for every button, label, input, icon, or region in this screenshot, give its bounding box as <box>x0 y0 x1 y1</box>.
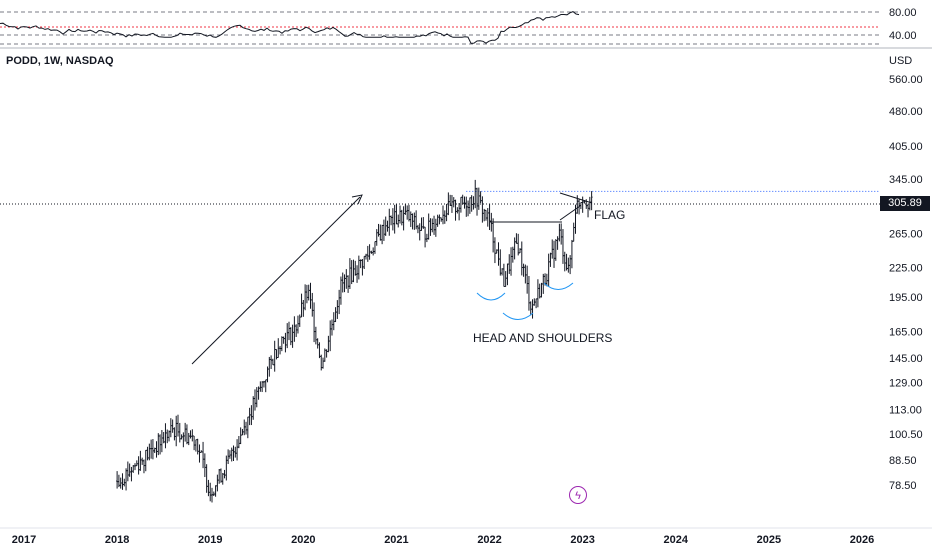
flag-upper-line[interactable] <box>559 192 593 204</box>
price-tick-label: 100.50 <box>889 429 923 441</box>
year-tick-label: 2024 <box>664 534 689 546</box>
year-tick-label: 2020 <box>291 534 315 546</box>
year-tick-label: 2026 <box>850 534 874 546</box>
trend-arrow-line[interactable] <box>191 196 361 365</box>
price-tick-label: 165.00 <box>889 327 923 339</box>
trend-arrow-head <box>351 194 363 205</box>
drawings[interactable] <box>191 192 593 365</box>
right-shoulder-arc[interactable] <box>543 282 574 290</box>
price-tick-label: 145.00 <box>889 353 923 365</box>
price-tick-label: 113.00 <box>889 405 922 417</box>
rsi-tick-label: 80.00 <box>889 7 917 19</box>
candles <box>116 179 593 503</box>
left-shoulder-arc[interactable] <box>476 292 506 301</box>
year-tick-label: 2025 <box>757 534 781 546</box>
year-tick-label: 2021 <box>384 534 408 546</box>
price-tick-label: 405.00 <box>889 141 923 153</box>
price-tick-label: 480.00 <box>889 106 923 118</box>
head-arc[interactable] <box>502 312 534 320</box>
price-tick-label: 78.50 <box>889 480 917 492</box>
price-tick-label: 195.00 <box>889 292 923 304</box>
flag-annotation[interactable]: FLAG <box>594 208 626 222</box>
currency-label: USD <box>889 55 913 67</box>
year-tick-label: 2017 <box>12 534 36 546</box>
price-tick-label: 129.00 <box>889 377 923 389</box>
last-price-tag: 305.89 <box>880 196 930 211</box>
year-tick-label: 2019 <box>198 534 222 546</box>
lightning-bolt-icon[interactable]: ϟ <box>569 486 587 504</box>
price-tick-label: 265.00 <box>889 229 923 241</box>
price-tick-label: 560.00 <box>889 74 923 86</box>
year-tick-label: 2022 <box>477 534 501 546</box>
head-and-shoulders-annotation[interactable]: HEAD AND SHOULDERS <box>473 331 613 345</box>
rsi-tick-label: 40.00 <box>889 30 917 42</box>
price-tick-label: 88.50 <box>889 455 917 467</box>
flag-lower-line[interactable] <box>559 205 581 221</box>
rsi-line <box>0 11 580 44</box>
rsi-panel: 80.00 40.00 <box>0 7 917 45</box>
price-tick-label: 345.00 <box>889 174 923 186</box>
ticker-label: PODD, 1W, NASDAQ <box>6 55 114 67</box>
time-axis: 2017 2018 2019 2020 2021 2022 2023 2024 2025 2026 <box>0 527 932 546</box>
price-axis: 560.00 480.00 405.00 345.00 265.00 225.00 195.… <box>0 74 923 492</box>
price-tick-label: 225.00 <box>889 262 923 274</box>
year-tick-label: 2023 <box>570 534 594 546</box>
year-tick-label: 2018 <box>105 534 129 546</box>
